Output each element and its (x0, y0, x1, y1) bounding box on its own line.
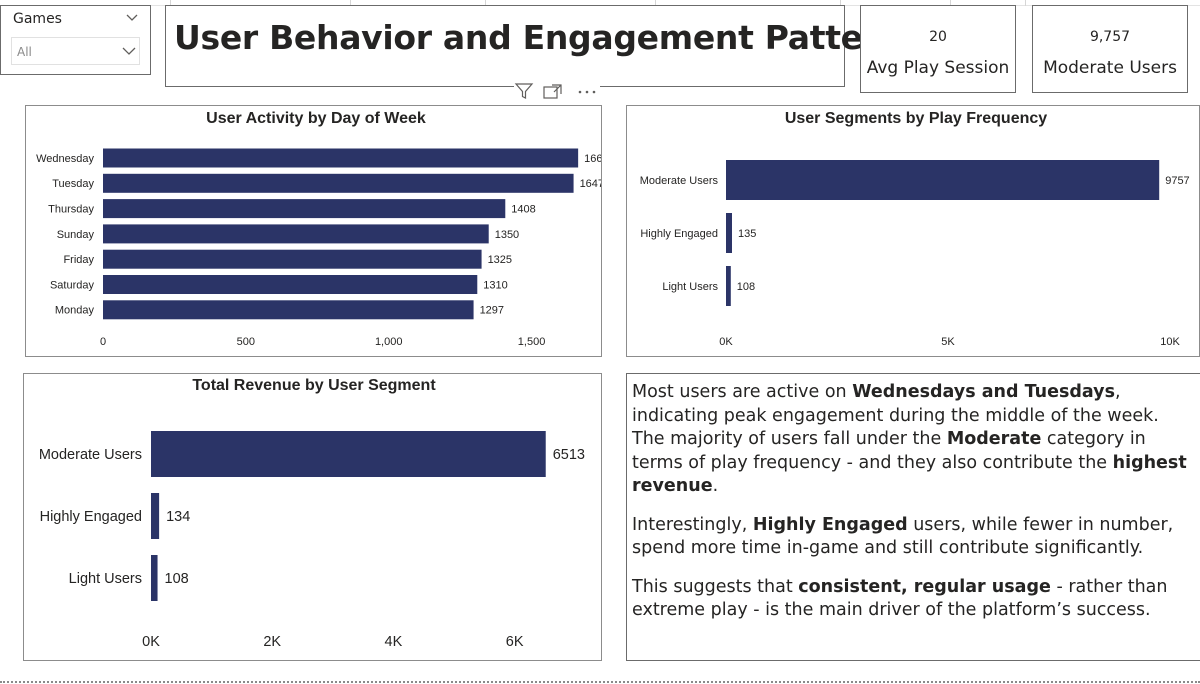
filter-icon[interactable] (514, 82, 534, 100)
narrative-text: This suggests that (632, 576, 799, 597)
bar[interactable] (103, 249, 482, 269)
bar[interactable] (103, 199, 506, 219)
bar[interactable] (151, 431, 546, 477)
bar[interactable] (103, 275, 478, 294)
bar[interactable] (103, 148, 579, 168)
data-label: 108 (165, 571, 189, 587)
data-label: 108 (737, 281, 755, 293)
data-label: 6513 (553, 447, 585, 463)
x-tick-label: 4K (385, 634, 403, 650)
revenue-bar-chart: Total Revenue by User Segment Moderate U… (39, 377, 585, 650)
category-label: Thursday (48, 203, 94, 215)
slicer-selected-value: All (17, 45, 32, 59)
data-label: 134 (166, 509, 190, 525)
data-label: 1663 (584, 153, 601, 165)
slicer-title: Games (13, 11, 62, 27)
narrative-text: . (712, 476, 719, 496)
bar[interactable] (103, 224, 489, 244)
day-of-week-bar-chart: User Activity by Day of Week Wednesday 16… (36, 110, 601, 348)
category-label: Highly Engaged (40, 509, 142, 525)
category-label: Moderate Users (39, 447, 142, 463)
category-label: Monday (55, 305, 95, 317)
chart-panel-day-of-week[interactable]: User Activity by Day of Week Wednesday 16… (25, 105, 602, 357)
bar[interactable] (726, 213, 732, 253)
x-tick-label: 6K (506, 634, 524, 650)
narrative-emphasis: Highly Engaged (752, 514, 908, 535)
narrative-paragraph: Interestingly, Highly Engaged users, whi… (632, 514, 1194, 561)
category-label: Friday (63, 254, 94, 266)
narrative-text: - rather than extreme play - is the main… (632, 576, 1168, 621)
narrative-text: Most users are active on (632, 382, 853, 402)
x-tick-label: 2K (263, 634, 281, 650)
chart-title: Total Revenue by User Segment (192, 377, 436, 394)
more-options-icon[interactable] (576, 82, 598, 100)
narrative-text: , indicating peak engagement during the … (632, 382, 1159, 449)
category-label: Tuesday (52, 178, 94, 190)
chevron-down-icon[interactable] (122, 46, 136, 56)
narrative-emphasis: consistent, regular usage (798, 576, 1051, 597)
narrative-emphasis: highest revenue (632, 452, 1187, 497)
category-label: Sunday (57, 229, 95, 241)
bar[interactable] (726, 160, 1160, 200)
data-label: 9757 (1165, 175, 1189, 187)
kpi-card-moderate-users: 9,757 Moderate Users (1032, 5, 1188, 93)
data-label: 1297 (480, 305, 504, 317)
chart-panel-revenue[interactable]: Total Revenue by User Segment Moderate U… (23, 373, 602, 661)
chart-title: User Segments by Play Frequency (785, 110, 1047, 127)
data-label: 135 (738, 228, 756, 240)
kpi-card-avg-play-session: 20 Avg Play Session (860, 5, 1016, 93)
kpi-value: 9,757 (1089, 29, 1131, 45)
narrative-emphasis: Wednesdays and Tuesdays (852, 382, 1115, 402)
kpi-label: Moderate Users (1043, 58, 1177, 78)
kpi-value: 20 (929, 29, 947, 45)
collapse-chevron-icon[interactable] (126, 13, 138, 22)
page-bottom-border (0, 681, 1200, 683)
data-label: 1647 (580, 178, 601, 190)
x-tick-label: 5K (941, 336, 955, 348)
games-slicer[interactable]: Games All (0, 5, 151, 75)
category-label: Light Users (69, 571, 142, 587)
kpi-label: Avg Play Session (866, 58, 1010, 78)
bar[interactable] (151, 493, 160, 539)
narrative-emphasis: Moderate (946, 429, 1042, 449)
data-label: 1408 (511, 203, 535, 215)
chart-title: User Activity by Day of Week (206, 110, 426, 127)
category-label: Highly Engaged (640, 228, 718, 240)
focus-mode-icon[interactable] (542, 82, 564, 100)
slicer-dropdown[interactable]: All (11, 37, 140, 65)
data-label: 1310 (483, 279, 507, 291)
narrative-text: category in terms of play frequency - an… (632, 429, 1146, 473)
narrative-paragraph: This suggests that consistent, regular u… (632, 576, 1194, 623)
x-tick-label: 500 (237, 336, 255, 348)
x-tick-label: 10K (1160, 336, 1180, 348)
category-label: Moderate Users (640, 175, 719, 187)
category-label: Light Users (662, 281, 718, 293)
x-tick-label: 1,000 (375, 336, 403, 348)
x-tick-label: 0K (719, 336, 733, 348)
x-tick-label: 0K (142, 634, 160, 650)
narrative-paragraph: Most users are active on Wednesdays and … (632, 381, 1194, 499)
x-tick-label: 1,500 (518, 336, 546, 348)
page-title: User Behavior and Engagement Patterns (174, 18, 922, 57)
play-frequency-bar-chart: User Segments by Play Frequency Moderate… (640, 110, 1190, 348)
data-label: 1325 (488, 254, 512, 266)
bar[interactable] (103, 300, 474, 320)
bar[interactable] (103, 173, 574, 193)
chart-panel-play-frequency[interactable]: User Segments by Play Frequency Moderate… (626, 105, 1200, 357)
bar[interactable] (726, 266, 731, 306)
narrative-text: users, while fewer in number, spend more… (632, 514, 1174, 559)
category-label: Saturday (50, 279, 95, 291)
bar[interactable] (151, 555, 158, 601)
narrative-textbox: Most users are active on Wednesdays and … (626, 373, 1200, 661)
narrative-text: Interestingly, (632, 514, 753, 535)
x-tick-label: 0 (100, 336, 106, 348)
data-label: 1350 (495, 229, 519, 241)
category-label: Wednesday (36, 153, 94, 165)
page-title-box: User Behavior and Engagement Patterns (165, 5, 922, 87)
visual-header (514, 82, 600, 100)
